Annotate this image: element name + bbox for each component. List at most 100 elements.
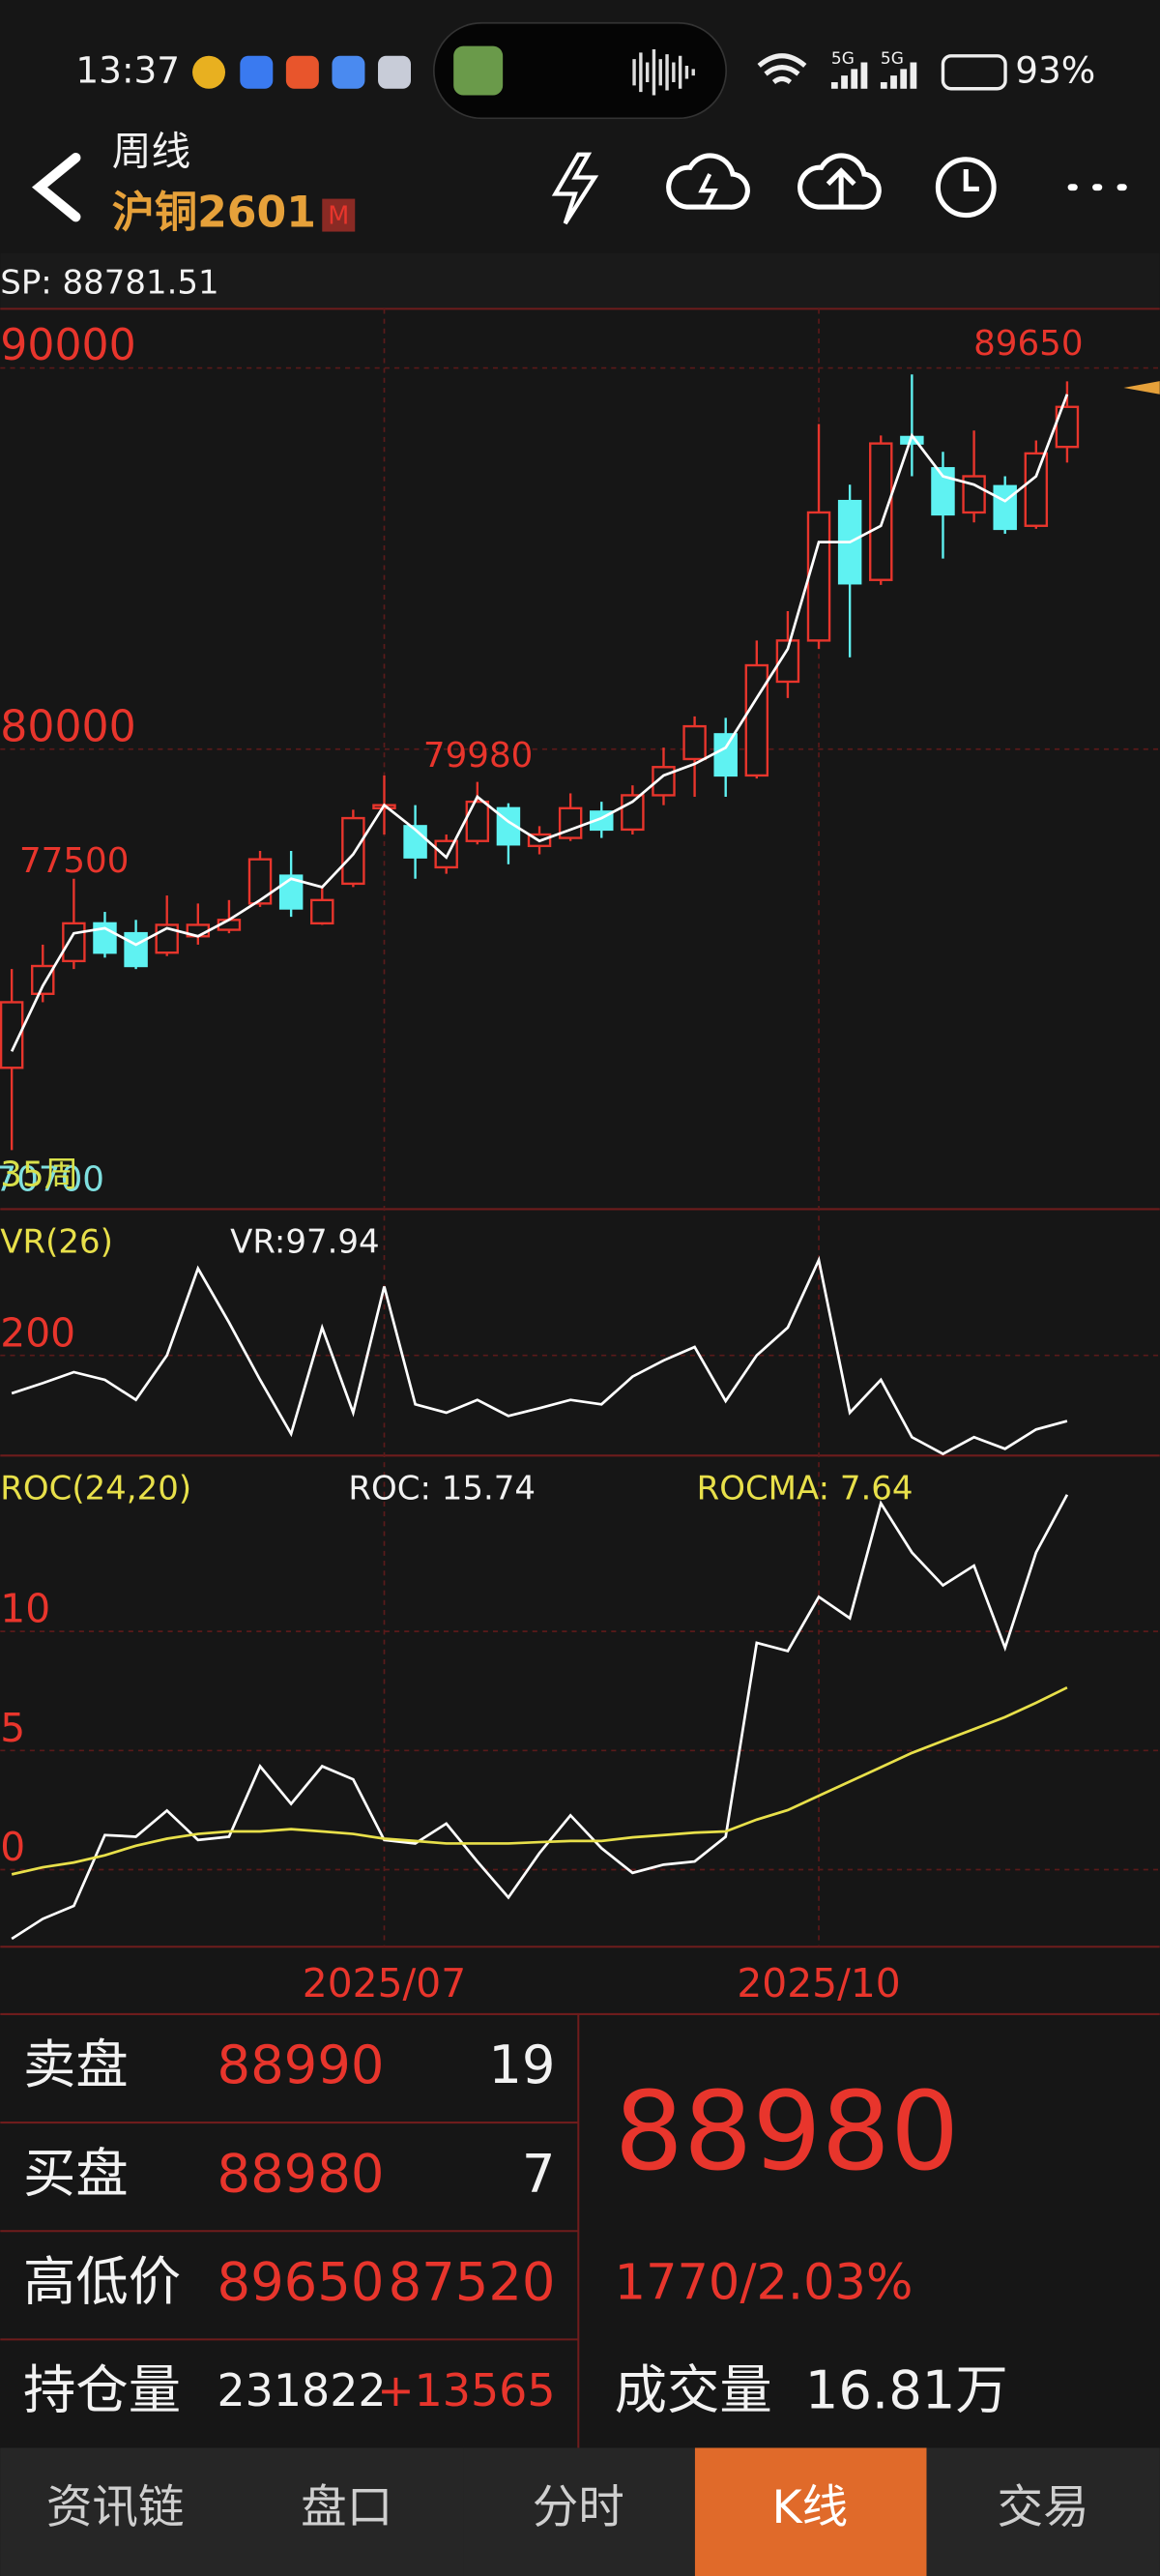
candle-body — [993, 484, 1017, 531]
app-icon — [378, 55, 412, 89]
audio-wave — [632, 48, 695, 96]
network-label: 5G — [881, 49, 904, 69]
volume-label: 成交量 — [615, 2360, 772, 2421]
battery-level: 93% — [1015, 48, 1095, 91]
last-price: 88980 — [615, 2069, 960, 2195]
wifi-icon — [757, 53, 807, 85]
date-label: 2025/10 — [737, 1960, 900, 2006]
date-label: 2025/07 — [303, 1960, 466, 2006]
low-price: 87520 — [389, 2251, 556, 2312]
tab-label[interactable]: 盘口 — [301, 2481, 392, 2534]
candle-body — [124, 931, 148, 968]
network-label: 5G — [831, 49, 855, 69]
app-icon — [192, 55, 226, 89]
indicator-title: ROC(24,20) — [0, 1469, 191, 1508]
price-annotation: 79980 — [423, 736, 533, 776]
row-label: 买盘 — [23, 2143, 129, 2204]
status-bar: 13:37 5G 5G 93% — [75, 21, 1095, 120]
signal-icon — [830, 62, 868, 89]
volume: 16.81万 — [805, 2360, 1008, 2421]
candle-body — [962, 475, 986, 514]
cloud-bolt — [698, 173, 718, 209]
rocma-line — [11, 1685, 1068, 1876]
tab[interactable] — [0, 2447, 232, 2576]
price-marker — [1123, 381, 1160, 395]
indicator-value: ROC: 15.74 — [348, 1469, 536, 1508]
tab[interactable] — [231, 2447, 464, 2576]
clock-hands — [963, 168, 979, 191]
candle-body — [869, 442, 893, 581]
candle-body — [931, 467, 955, 516]
candle-body — [775, 639, 800, 684]
candle-body — [1055, 405, 1080, 449]
candle-body — [713, 733, 738, 777]
indicator-value: ROCMA: 7.64 — [697, 1469, 914, 1508]
tab-label[interactable]: 分时 — [533, 2481, 624, 2534]
app-icon — [240, 55, 274, 89]
candle-body — [682, 724, 707, 761]
tab-label[interactable]: K线 — [771, 2481, 848, 2534]
period-title: 周线 — [112, 129, 191, 175]
y-tick-label: 10 — [0, 1586, 50, 1632]
flash-button[interactable] — [551, 152, 599, 225]
y-tick-label: 200 — [0, 1309, 75, 1356]
badge: M — [328, 201, 349, 230]
row-label: 持仓量 — [23, 2360, 181, 2421]
price-annotation: 89650 — [973, 324, 1083, 364]
ask-volume: 19 — [488, 2034, 555, 2095]
badge-bg — [322, 198, 356, 232]
sp-label: SP: 88781.51 — [0, 263, 218, 302]
candle-body — [1024, 452, 1049, 527]
candle-body — [341, 816, 365, 886]
upload-button[interactable] — [798, 153, 882, 210]
candle-body — [744, 663, 769, 777]
price-annotation: 70700 — [0, 1160, 104, 1200]
ma-line — [10, 394, 1069, 1052]
signal-icon — [880, 62, 917, 89]
tab-label[interactable]: 交易 — [998, 2481, 1089, 2534]
tab-bar: 资讯链 盘口 分时 K线 交易 — [0, 2447, 1160, 2576]
kline-chart: 2025/07 2025/10 80000 90000 77500 79980 89650 7… — [0, 307, 1160, 2006]
bid-volume: 7 — [522, 2143, 556, 2204]
candle-body — [0, 1001, 24, 1069]
candle-body — [247, 858, 273, 905]
battery-icon — [941, 54, 1007, 91]
avatar — [453, 45, 504, 96]
cloud-button[interactable] — [666, 153, 750, 210]
symbol: 沪铜2601 — [112, 189, 316, 238]
y-tick-label: 90000 — [0, 321, 135, 370]
ask-price: 88990 — [218, 2034, 385, 2095]
tab[interactable] — [694, 2447, 927, 2576]
candle-body — [62, 922, 86, 963]
clock: 13:37 — [75, 48, 180, 91]
indicator-value: VR:97.94 — [230, 1223, 380, 1262]
oi-change: +13565 — [377, 2364, 555, 2416]
back-button[interactable] — [31, 153, 81, 222]
app-icon — [285, 55, 319, 89]
candle-body — [806, 511, 831, 642]
tab[interactable] — [928, 2447, 1160, 2576]
bid-price: 88980 — [218, 2143, 385, 2204]
sp-bar — [0, 252, 1160, 309]
tab[interactable] — [463, 2447, 695, 2576]
open-interest: 231822 — [218, 2364, 387, 2416]
period-count: 35周 — [0, 1155, 78, 1194]
row-label: 高低价 — [23, 2251, 181, 2312]
y-tick-label: 80000 — [0, 702, 135, 751]
high-price: 89650 — [218, 2251, 385, 2312]
row-label: 卖盘 — [23, 2034, 129, 2095]
candle-body — [310, 898, 334, 925]
history-button[interactable] — [935, 157, 997, 219]
candle-body — [465, 800, 490, 842]
header: 周线 沪铜2601 M SP: 88781.51 — [0, 129, 1160, 309]
quote-panel: 卖盘 88990 19 买盘 88980 7 高低价 89650 87520 持… — [0, 2012, 1160, 2448]
y-tick-label: 5 — [0, 1705, 25, 1751]
vr-line — [11, 1255, 1068, 1456]
price-change: 1770/2.03% — [615, 2254, 914, 2311]
app-icon — [332, 55, 365, 89]
price-annotation: 77500 — [19, 841, 129, 881]
indicator-title: VR(26) — [0, 1223, 113, 1262]
tab-label[interactable]: 资讯链 — [46, 2481, 185, 2534]
